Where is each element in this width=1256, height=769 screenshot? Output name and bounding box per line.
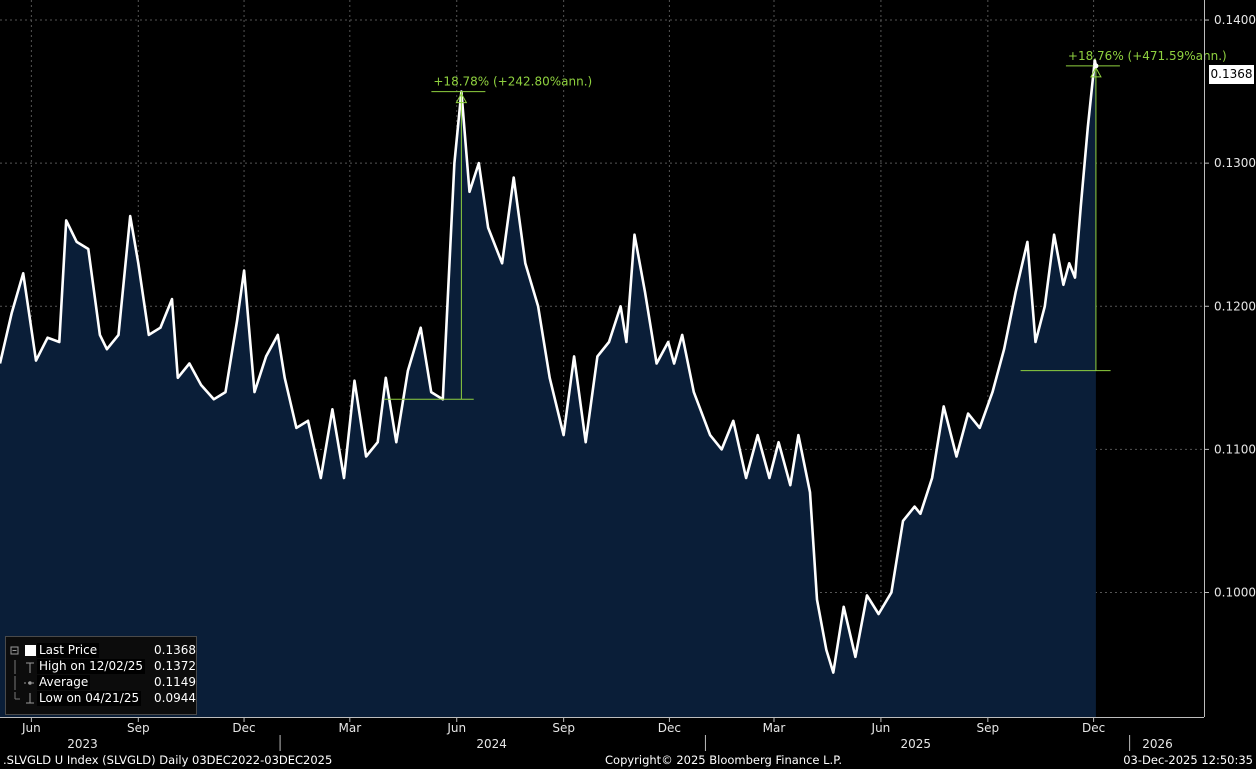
x-tick-label: Jun	[446, 721, 466, 735]
x-tick-label: Sep	[552, 721, 575, 735]
series-area	[0, 60, 1096, 718]
x-tick-label: Sep	[977, 721, 1000, 735]
price-chart: +18.78% (+242.80%ann.) +18.76% (+471.59%a…	[0, 0, 1256, 751]
footer-timestamp: 03-Dec-2025 12:50:35	[1123, 753, 1253, 767]
last-point-marker	[1093, 63, 1099, 69]
legend-value: 0.1149	[154, 675, 196, 689]
legend-label: Low on 04/21/25	[37, 691, 142, 706]
legend-row-average: Average 0.1149	[6, 675, 196, 691]
high-marker-icon	[14, 660, 34, 674]
footer-copyright: Copyright© 2025 Bloomberg Finance L.P.	[605, 753, 842, 767]
chart-legend: Last Price 0.1368 High on 12/02/25 0.137…	[5, 636, 197, 715]
annotation-arrow-icon	[455, 92, 468, 104]
last-value-badge: 0.1368	[1209, 65, 1254, 84]
year-label: 2025	[901, 737, 932, 751]
x-tick-label: Dec	[232, 721, 255, 735]
annotation-label: +18.78% (+242.80%ann.)	[433, 75, 592, 89]
x-tick-label: Dec	[1082, 721, 1105, 735]
annotation-label: +18.76% (+471.59%ann.)	[1068, 49, 1227, 63]
legend-value: 0.1372	[154, 659, 196, 673]
legend-row-last-price: Last Price 0.1368	[6, 643, 196, 659]
chart-footer: .SLVGLD U Index (SLVGLD) Daily 03DEC2022…	[0, 752, 1256, 769]
year-label: 2024	[476, 737, 507, 751]
x-tick-label: Mar	[763, 721, 786, 735]
average-marker-icon	[14, 676, 36, 690]
legend-label: Last Price	[37, 643, 100, 658]
y-tick-label: 0.1200	[1214, 299, 1256, 313]
x-tick-label: Dec	[658, 721, 681, 735]
year-label: 2023	[67, 737, 98, 751]
legend-label: High on 12/02/25	[37, 659, 146, 674]
series-line	[0, 58, 1098, 674]
x-tick-label: Mar	[338, 721, 361, 735]
legend-value: 0.0944	[154, 691, 196, 705]
x-tick-label: Jun	[21, 721, 41, 735]
year-label: 2026	[1142, 737, 1173, 751]
y-tick-label: 0.1300	[1214, 156, 1256, 170]
x-tick-label: Sep	[127, 721, 150, 735]
legend-value: 0.1368	[154, 643, 196, 657]
legend-label: Average	[37, 675, 91, 690]
low-marker-icon	[14, 692, 34, 704]
y-tick-label: 0.1100	[1214, 442, 1256, 456]
legend-row-high: High on 12/02/25 0.1372	[6, 659, 196, 675]
legend-marker-icon	[10, 645, 36, 656]
y-tick-label: 0.1400	[1214, 13, 1256, 27]
y-tick-label: 0.1000	[1214, 585, 1256, 599]
legend-row-low: Low on 04/21/25 0.0944	[6, 691, 196, 707]
x-tick-label: Jun	[871, 721, 891, 735]
footer-security-description: .SLVGLD U Index (SLVGLD) Daily 03DEC2022…	[3, 753, 333, 767]
annotation-arrow-icon	[1090, 66, 1102, 78]
